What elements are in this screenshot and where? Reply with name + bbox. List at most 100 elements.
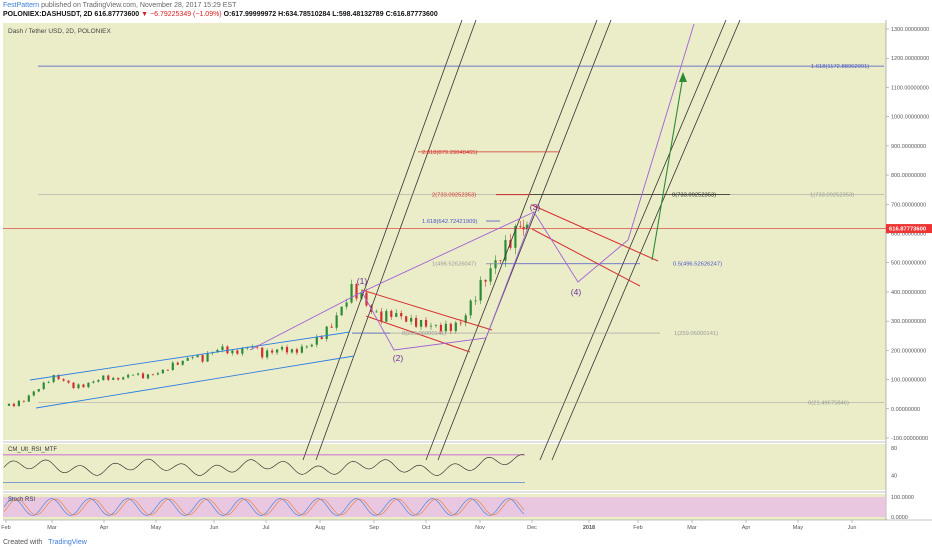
x-tick-label: Feb xyxy=(1,525,10,531)
x-tick-label: Nov xyxy=(475,525,485,531)
candle-body xyxy=(151,374,155,376)
candle-body xyxy=(350,284,353,303)
candle-body xyxy=(42,382,45,390)
high-value: H:634.78510284 xyxy=(278,11,331,18)
candle-body xyxy=(484,279,487,282)
rsi-y-label: 80 xyxy=(891,446,897,452)
candle-body xyxy=(251,346,254,348)
candle-body xyxy=(62,379,65,381)
candle-body xyxy=(400,313,403,317)
candle-body xyxy=(136,373,140,375)
corr1-upper xyxy=(361,289,493,331)
correction-channels xyxy=(361,204,659,353)
wave-polyline xyxy=(249,23,695,351)
publish-line: FestPattern published on TradingView.com… xyxy=(3,1,929,10)
stoch-band xyxy=(3,497,886,517)
candle-body xyxy=(102,375,105,381)
candle-body xyxy=(206,353,209,362)
candle-body xyxy=(375,311,378,313)
x-tick-label: May xyxy=(151,525,162,531)
fib-label: 1(496.52626047) xyxy=(432,262,476,268)
corr2-lower xyxy=(531,228,641,287)
x-tick-label: Oct xyxy=(422,525,431,531)
candle-body xyxy=(290,349,294,353)
candle-body xyxy=(82,384,85,388)
tradingview-brand[interactable]: TradingView xyxy=(48,539,87,546)
candle-body xyxy=(221,346,224,351)
candle-body xyxy=(390,310,393,317)
y-tick-label: 1300.00000000 xyxy=(891,27,929,33)
candle-body xyxy=(32,391,35,396)
x-tick-label: Mar xyxy=(687,525,697,531)
pitchfork-line xyxy=(315,20,477,461)
candle-body xyxy=(429,325,433,327)
candle-body xyxy=(176,362,179,365)
arrow-head xyxy=(679,72,687,82)
x-tick-label: Sep xyxy=(369,525,379,531)
candle-body xyxy=(525,224,529,230)
symbol-label: POLONIEX:DASHUSDT, 2D xyxy=(3,11,93,18)
pitchfork-line xyxy=(425,20,598,461)
candle-body xyxy=(146,374,150,379)
target-arrow xyxy=(651,72,687,261)
fib-label: 0.5(496.52626247) xyxy=(673,262,722,268)
candle-body xyxy=(72,382,75,389)
chart-area[interactable]: Dash / Tether USD, 2D, POLONIEX 1300.0000… xyxy=(0,20,932,536)
chart-svg[interactable]: Dash / Tether USD, 2D, POLONIEX 1300.0000… xyxy=(0,20,932,536)
candle-body xyxy=(117,377,120,380)
y-tick-label: 500.00000000 xyxy=(891,261,926,267)
wave-label: (4) xyxy=(571,287,582,297)
chart-title: Dash / Tether USD, 2D, POLONIEX xyxy=(8,28,111,35)
wave-label: (2) xyxy=(393,353,404,363)
candle-body xyxy=(494,260,497,269)
rsi-pane-bg xyxy=(3,444,886,490)
x-tick-label: Apr xyxy=(100,525,109,531)
candle-body xyxy=(315,337,318,345)
stoch-y-label: 100.0000 xyxy=(891,495,914,501)
y-tick-label: 800.00000000 xyxy=(891,173,926,179)
pitchfork xyxy=(302,20,741,461)
y-tick-label: 1000.00000000 xyxy=(891,115,929,121)
candle-body xyxy=(97,380,100,382)
candle-body xyxy=(57,374,60,380)
author-link[interactable]: FestPattern xyxy=(3,2,40,9)
candle-body xyxy=(514,226,517,248)
candle-body xyxy=(122,377,125,380)
candle-body xyxy=(444,323,447,332)
candle-body xyxy=(261,347,264,358)
candle-body xyxy=(310,344,313,347)
candle-body xyxy=(504,240,507,261)
candle-body xyxy=(37,389,40,392)
candle-body xyxy=(231,350,234,354)
fib-label: 1.618(1172.88962091) xyxy=(811,64,869,70)
candle-body xyxy=(141,373,145,379)
change-text: ▼ −6.79225349 (−1.09%) xyxy=(141,11,222,18)
candle-body xyxy=(295,349,299,353)
price-axis-bg xyxy=(886,20,932,536)
y-tick-label: 200.00000000 xyxy=(891,348,926,354)
candle-body xyxy=(330,326,333,328)
channel-upper xyxy=(29,331,351,381)
wave-label: (1) xyxy=(357,276,368,286)
candle-body xyxy=(335,315,338,328)
candle-body xyxy=(196,355,199,358)
created-with-text: Created with xyxy=(3,539,43,546)
candle-body xyxy=(191,357,194,359)
candle-body xyxy=(459,322,462,324)
x-tick-label: Mar xyxy=(47,525,57,531)
candle-body xyxy=(112,377,115,380)
fib-label: 0(733.09252353) xyxy=(672,193,716,199)
candle-body xyxy=(345,302,348,307)
candle-body xyxy=(241,348,244,354)
price-badge-text: 616.87773600 xyxy=(889,227,926,233)
fib-label: 0(21.49675846) xyxy=(808,401,849,407)
candle-body xyxy=(181,360,184,365)
candle-body xyxy=(464,315,467,323)
published-text: published on TradingView.com, November 2… xyxy=(41,2,237,9)
fib-lines xyxy=(3,65,886,403)
pitchfork-line xyxy=(302,20,463,461)
y-tick-label: 900.00000000 xyxy=(891,144,926,150)
corr1-lower xyxy=(365,315,471,353)
candle-body xyxy=(414,317,418,327)
candle-body xyxy=(385,310,388,322)
